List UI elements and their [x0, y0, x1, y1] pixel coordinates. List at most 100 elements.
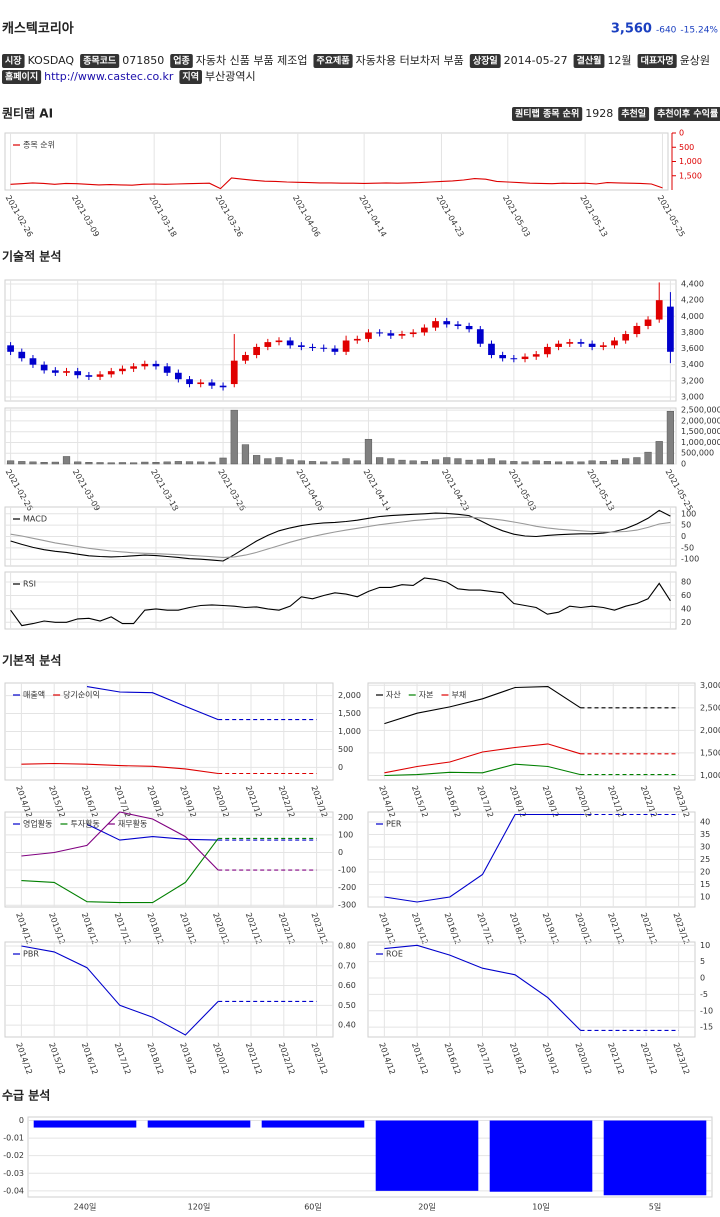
- x-tick-label: 2015/12: [410, 784, 430, 818]
- x-tick-label: 2021-04-23: [440, 468, 471, 513]
- badge: [512, 107, 583, 121]
- y-tick-label: 35: [700, 830, 710, 839]
- x-tick-label: 2022/12: [639, 784, 659, 818]
- x-tick-label: 2021-05-03: [507, 468, 538, 513]
- x-tick-label: 2020/12: [573, 911, 593, 945]
- x-tick-label: 2016/12: [80, 1041, 100, 1075]
- x-tick-label: 2016/12: [443, 784, 463, 818]
- series-line: [21, 762, 219, 775]
- homepage-link[interactable]: http://www.castec.co.kr: [44, 70, 174, 83]
- x-tick-label: 2021-05-03: [501, 194, 532, 239]
- info-value: 자동차 신품 부품 제조업: [196, 54, 308, 67]
- stock-name: 캐스텍코리아: [2, 21, 74, 37]
- bar: [62, 456, 71, 465]
- candle-body: [521, 356, 529, 360]
- candle-body: [432, 321, 439, 328]
- plot-frame: [4, 132, 669, 191]
- series-line: [86, 823, 219, 841]
- rank-value: 1928: [585, 107, 613, 120]
- candle-body: [96, 374, 104, 377]
- badge: [80, 54, 120, 68]
- candle-body: [309, 346, 316, 348]
- bar: [185, 461, 194, 465]
- y-tick-label: 0.50: [338, 1001, 356, 1010]
- x-tick-label: 2021-05-25: [664, 468, 695, 513]
- x-tick-label: 2021/12: [244, 1041, 264, 1075]
- y-tick-label: 40: [681, 604, 691, 613]
- candle-body: [644, 319, 652, 326]
- x-tick-label: 120일: [188, 1203, 211, 1212]
- x-tick-label: 2017/12: [113, 1041, 133, 1075]
- x-tick-label: 2015/12: [47, 1041, 67, 1075]
- y-tick-label: -300: [338, 901, 356, 910]
- bar: [603, 1120, 707, 1196]
- plot-frame: [4, 279, 677, 402]
- candle-body: [566, 342, 574, 344]
- candle-body: [421, 327, 428, 333]
- bar: [420, 461, 428, 465]
- x-tick-label: 2021/12: [244, 911, 264, 945]
- candle-body: [544, 346, 551, 355]
- bar: [375, 1120, 479, 1191]
- y-tick-label: -0.04: [3, 1186, 24, 1195]
- x-tick-label: 2016/12: [80, 784, 100, 818]
- candle-body: [51, 370, 59, 373]
- candle-body: [398, 334, 406, 336]
- x-tick-label: 10일: [532, 1203, 550, 1212]
- candle-body: [443, 321, 451, 325]
- bar: [465, 459, 473, 465]
- series-line: [10, 516, 671, 558]
- info-value: 부산광역시: [205, 70, 256, 83]
- y-tick-label: -15: [700, 1023, 713, 1032]
- bar: [443, 457, 451, 465]
- bar: [364, 438, 373, 465]
- y-tick-label: 60: [681, 591, 691, 600]
- y-tick-label: 3,000: [700, 681, 720, 690]
- y-tick-label: 1,000,000: [681, 438, 720, 447]
- badge-label: 추천일: [621, 108, 646, 120]
- x-tick-label: 2023/12: [671, 784, 691, 818]
- bar: [286, 459, 294, 465]
- candle-body: [454, 324, 462, 326]
- y-tick-label: 200: [338, 813, 353, 822]
- bar: [376, 457, 384, 465]
- candle-body: [376, 332, 383, 334]
- candle-body: [499, 355, 507, 359]
- x-tick-label: 2018/12: [508, 1041, 528, 1075]
- x-tick-label: 2023/12: [309, 784, 329, 818]
- y-tick-label: 500: [338, 745, 353, 754]
- bar: [554, 461, 563, 465]
- candle-body: [63, 371, 70, 373]
- y-tick-label: 0: [19, 1116, 24, 1125]
- x-tick-label: 2019/12: [178, 1041, 198, 1075]
- y-tick-label: 1,000: [338, 727, 361, 736]
- y-tick-label: 1,000: [679, 157, 702, 166]
- x-tick-label: 2021-05-13: [578, 194, 609, 239]
- info-value: KOSDAQ: [28, 54, 75, 67]
- bar: [666, 410, 675, 465]
- candle-body: [409, 332, 417, 335]
- x-tick-label: 2021-03-18: [149, 468, 180, 513]
- badge-label: 주요제품: [316, 55, 349, 67]
- y-tick-label: -50: [681, 543, 694, 552]
- candle-body: [577, 342, 585, 344]
- y-tick-label: 4,400: [681, 280, 704, 289]
- badge-label: 결산월: [577, 55, 602, 67]
- candle-body: [286, 340, 294, 346]
- x-tick-label: 2014/12: [377, 784, 397, 818]
- bar: [532, 460, 540, 465]
- x-tick-label: 2019/12: [178, 911, 198, 945]
- bar: [230, 409, 238, 465]
- x-tick-label: 2020/12: [573, 1041, 593, 1075]
- x-tick-label: 2014/12: [377, 911, 397, 945]
- x-tick-label: 2020/12: [573, 784, 593, 818]
- badge: [313, 54, 353, 68]
- x-tick-label: 2020/12: [211, 784, 231, 818]
- bar: [130, 462, 138, 465]
- y-tick-label: 50: [681, 521, 691, 530]
- x-tick-label: 2022/12: [639, 1041, 659, 1075]
- x-tick-label: 2016/12: [443, 1041, 463, 1075]
- legend-label: 자본: [419, 691, 434, 700]
- y-tick-label: 20: [700, 868, 710, 877]
- bar: [107, 462, 115, 465]
